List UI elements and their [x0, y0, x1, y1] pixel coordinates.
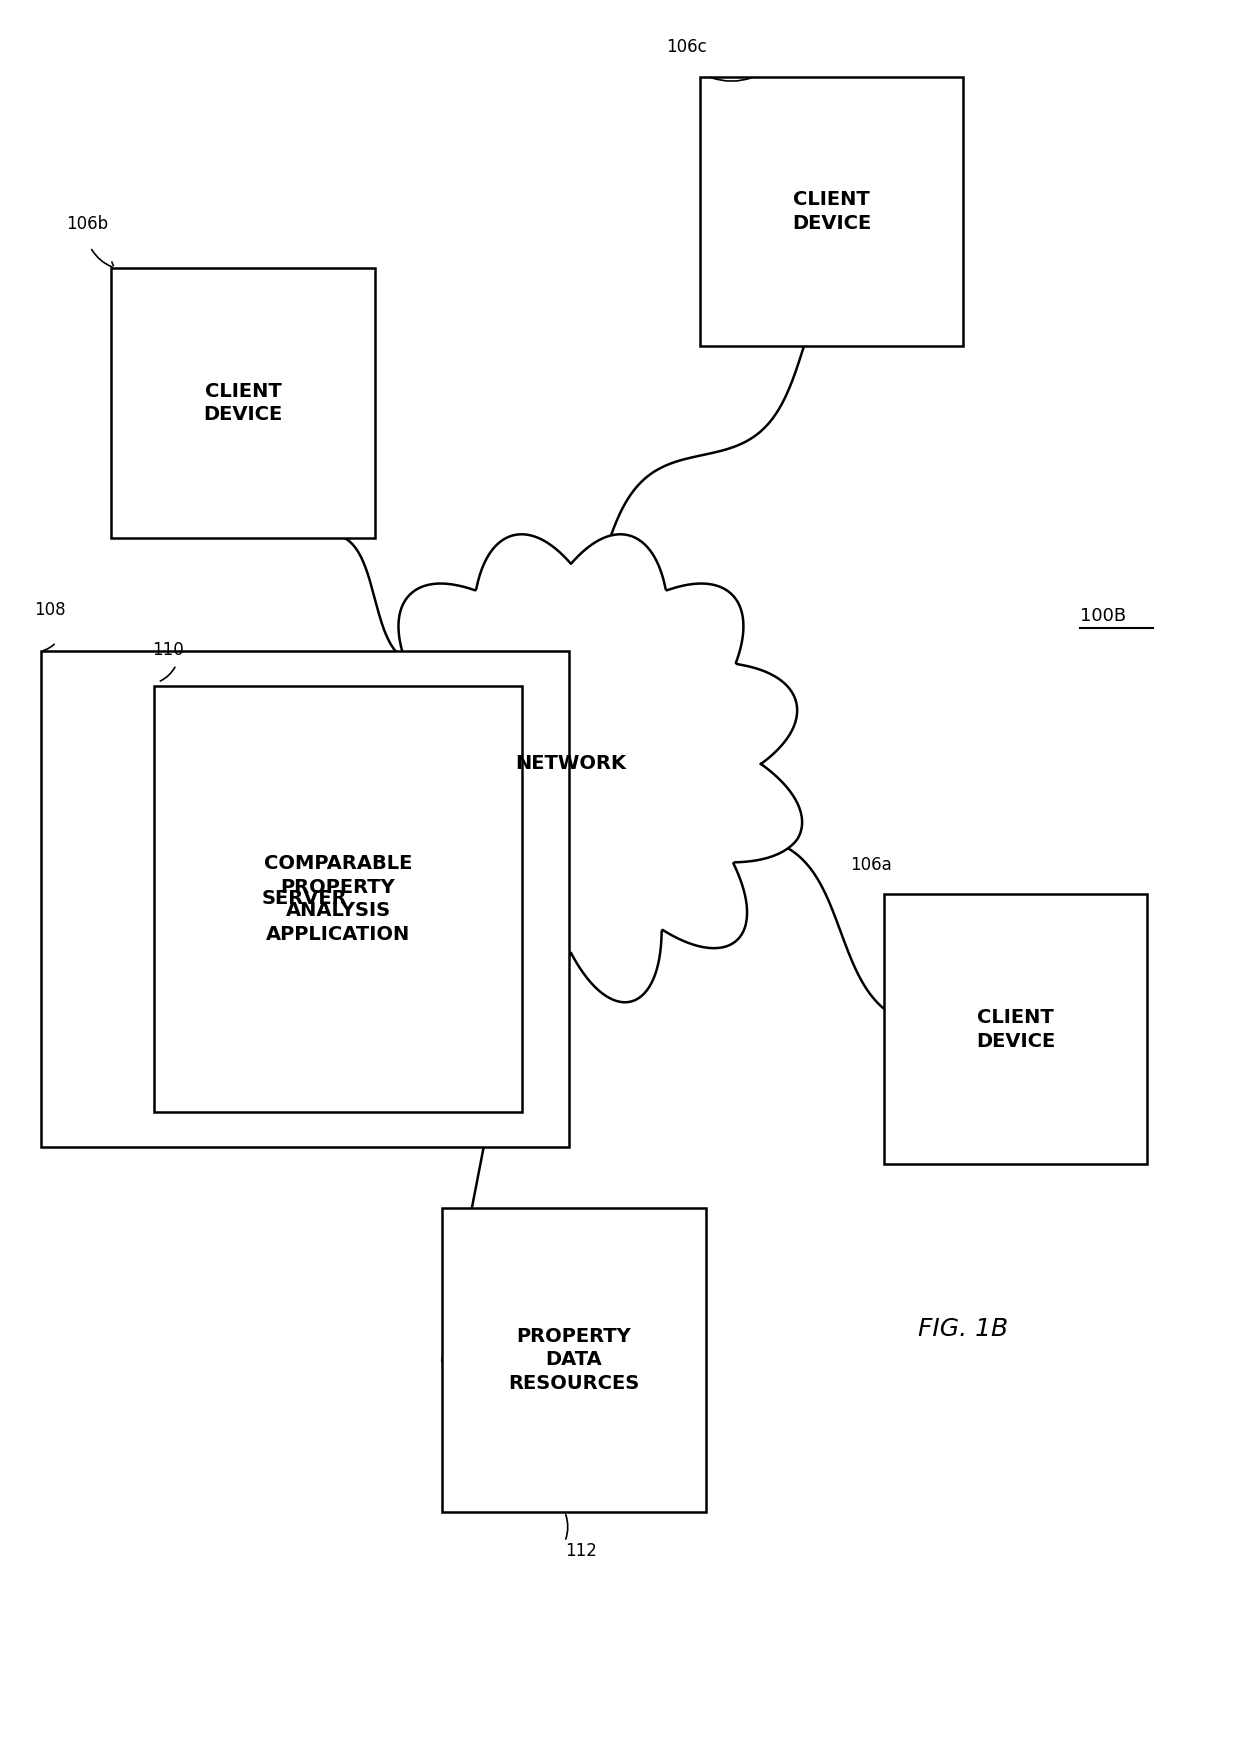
- Text: SERVER: SERVER: [262, 889, 347, 909]
- Text: CLIENT
DEVICE: CLIENT DEVICE: [792, 189, 872, 233]
- Text: PROPERTY
DATA
RESOURCES: PROPERTY DATA RESOURCES: [508, 1326, 640, 1393]
- Text: 100B: 100B: [1080, 607, 1126, 624]
- Text: CLIENT
DEVICE: CLIENT DEVICE: [203, 382, 283, 424]
- Text: 106b: 106b: [66, 216, 108, 233]
- FancyBboxPatch shape: [41, 651, 568, 1147]
- FancyBboxPatch shape: [443, 1207, 706, 1512]
- Text: 112: 112: [565, 1542, 596, 1559]
- Text: 106c: 106c: [667, 37, 707, 56]
- Text: 106a: 106a: [851, 856, 893, 873]
- Polygon shape: [340, 535, 802, 1002]
- FancyBboxPatch shape: [112, 268, 374, 538]
- Text: 108: 108: [33, 602, 66, 619]
- Text: COMPARABLE
PROPERTY
ANALYSIS
APPLICATION: COMPARABLE PROPERTY ANALYSIS APPLICATION: [264, 854, 412, 944]
- FancyBboxPatch shape: [699, 77, 963, 346]
- Text: FIG. 1B: FIG. 1B: [919, 1317, 1008, 1342]
- Text: CLIENT
DEVICE: CLIENT DEVICE: [976, 1009, 1055, 1051]
- FancyArrowPatch shape: [112, 261, 113, 265]
- FancyBboxPatch shape: [884, 895, 1147, 1165]
- Text: 110: 110: [151, 642, 184, 660]
- Text: NETWORK: NETWORK: [516, 754, 626, 774]
- FancyBboxPatch shape: [154, 686, 522, 1112]
